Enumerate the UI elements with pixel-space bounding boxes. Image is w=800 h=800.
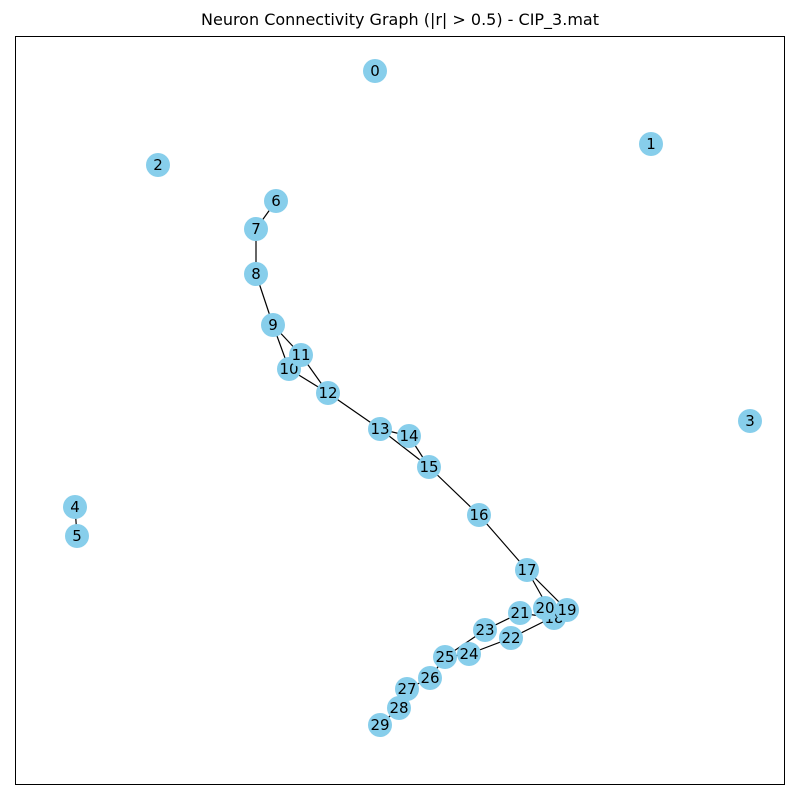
node-22: 22 (499, 626, 523, 650)
node-17: 17 (515, 558, 539, 582)
node-label: 6 (271, 192, 281, 210)
node-circle (555, 598, 579, 622)
node-28: 28 (387, 696, 411, 720)
node-label: 9 (268, 316, 278, 334)
node-label: 14 (399, 427, 418, 445)
node-19: 19 (555, 598, 579, 622)
node-label: 28 (389, 699, 408, 717)
node-label: 22 (501, 629, 520, 647)
node-circle (368, 417, 392, 441)
node-label: 12 (318, 384, 337, 402)
node-3: 3 (738, 409, 762, 433)
node-label: 20 (535, 599, 554, 617)
node-circle (146, 153, 170, 177)
edges-layer (74, 200, 568, 726)
node-circle (261, 313, 285, 337)
node-15: 15 (417, 455, 441, 479)
figure-title: Neuron Connectivity Graph (|r| > 0.5) - … (201, 10, 599, 29)
plot-frame (15, 36, 785, 785)
node-24: 24 (457, 642, 481, 666)
node-label: 0 (370, 62, 380, 80)
node-4: 4 (63, 495, 87, 519)
node-label: 25 (435, 648, 454, 666)
node-13: 13 (368, 417, 392, 441)
node-label: 2 (153, 156, 163, 174)
node-12: 12 (316, 381, 340, 405)
node-circle (368, 713, 392, 737)
node-label: 24 (459, 645, 478, 663)
node-23: 23 (473, 618, 497, 642)
node-circle (289, 343, 313, 367)
node-25: 25 (433, 645, 457, 669)
node-7: 7 (244, 217, 268, 241)
node-label: 4 (70, 498, 80, 516)
node-circle (65, 524, 89, 548)
node-label: 21 (510, 604, 529, 622)
node-circle (363, 59, 387, 83)
node-label: 3 (745, 412, 755, 430)
node-21: 21 (508, 601, 532, 625)
node-circle (508, 601, 532, 625)
node-label: 13 (370, 420, 389, 438)
node-label: 5 (72, 527, 82, 545)
node-8: 8 (244, 262, 268, 286)
node-label: 26 (420, 669, 439, 687)
node-circle (316, 381, 340, 405)
node-circle (433, 645, 457, 669)
node-14: 14 (397, 424, 421, 448)
node-circle (395, 677, 419, 701)
node-circle (515, 558, 539, 582)
node-circle (418, 666, 442, 690)
node-circle (264, 189, 288, 213)
node-label: 23 (475, 621, 494, 639)
node-29: 29 (368, 713, 392, 737)
node-circle (417, 455, 441, 479)
node-11: 11 (289, 343, 313, 367)
node-label: 16 (469, 506, 488, 524)
node-label: 7 (251, 220, 261, 238)
node-label: 29 (370, 716, 389, 734)
edge-16-17 (478, 514, 528, 571)
node-circle (457, 642, 481, 666)
node-label: 27 (397, 680, 416, 698)
node-label: 11 (291, 346, 310, 364)
node-circle (244, 262, 268, 286)
node-16: 16 (467, 503, 491, 527)
node-label: 19 (557, 601, 576, 619)
node-circle (387, 696, 411, 720)
node-6: 6 (264, 189, 288, 213)
node-circle (499, 626, 523, 650)
node-circle (244, 217, 268, 241)
node-label: 15 (419, 458, 438, 476)
node-circle (738, 409, 762, 433)
node-label: 17 (517, 561, 536, 579)
node-1: 1 (639, 132, 663, 156)
node-2: 2 (146, 153, 170, 177)
node-26: 26 (418, 666, 442, 690)
node-circle (639, 132, 663, 156)
node-circle (533, 596, 557, 620)
node-label: 1 (646, 135, 656, 153)
node-20: 20 (533, 596, 557, 620)
node-circle (63, 495, 87, 519)
node-27: 27 (395, 677, 419, 701)
node-9: 9 (261, 313, 285, 337)
node-5: 5 (65, 524, 89, 548)
node-circle (397, 424, 421, 448)
node-circle (473, 618, 497, 642)
node-label: 8 (251, 265, 261, 283)
node-circle (467, 503, 491, 527)
node-0: 0 (363, 59, 387, 83)
